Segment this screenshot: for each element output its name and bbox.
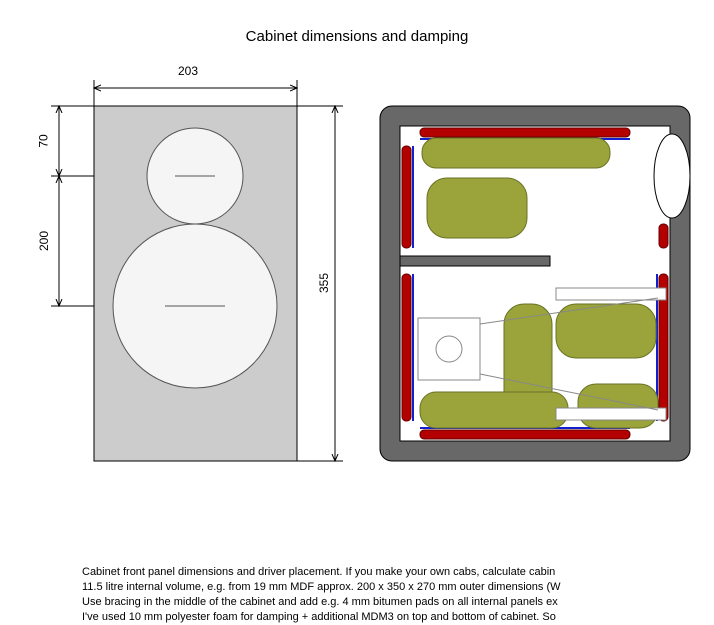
mdm3-damping [422, 138, 610, 168]
cross-section-group [380, 106, 690, 461]
mdm3-damping [556, 304, 656, 358]
caption-text: Cabinet front panel dimensions and drive… [82, 565, 714, 624]
dim-tweeter-y-label: 70 [37, 134, 51, 147]
bitumen-pad [402, 274, 411, 421]
page-title: Cabinet dimensions and damping [0, 28, 714, 45]
driver-flange [556, 288, 666, 300]
bitumen-pad [402, 146, 411, 248]
driver-magnet [418, 318, 480, 380]
dim-width [94, 80, 297, 106]
technical-drawing: 203 355 70 200 [22, 66, 702, 536]
mdm3-damping [420, 392, 568, 428]
dim-width-label: 203 [178, 64, 198, 78]
drawing-svg [22, 66, 702, 496]
brace [400, 256, 550, 266]
port-opening [654, 134, 690, 218]
bitumen-pad [420, 430, 630, 439]
bitumen-pad [659, 224, 668, 248]
dim-left [51, 106, 94, 306]
mdm3-damping [427, 178, 527, 238]
front-panel-group [94, 106, 297, 461]
dim-woofer-y-label: 200 [37, 231, 51, 251]
bitumen-pad [420, 128, 630, 137]
dim-height-label: 355 [317, 273, 331, 293]
mdm3-damping [578, 384, 658, 428]
driver-flange [556, 408, 666, 420]
